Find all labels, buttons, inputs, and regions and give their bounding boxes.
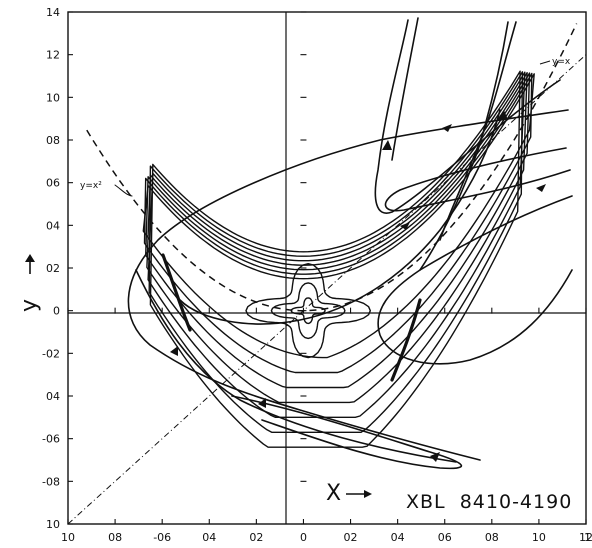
y-tick-label: -06 xyxy=(42,433,60,446)
trajectory-6 xyxy=(135,269,457,463)
y-tick-label: 12 xyxy=(46,49,60,62)
trajectory-2 xyxy=(127,109,569,461)
x-tick-label: 02 xyxy=(249,531,263,544)
y-tick-label: 04 xyxy=(46,219,60,232)
x-tick-labels: 10 08 -06 04 02 0 02 04 06 08 10 12 xyxy=(61,531,592,544)
arrow-marker xyxy=(170,346,178,356)
contour-lines xyxy=(142,70,535,448)
x-axis-title: X xyxy=(326,481,341,506)
y-tick-label: 06 xyxy=(46,177,60,190)
trajectory-arrows xyxy=(170,110,546,462)
y-tick-label: 0 xyxy=(53,305,60,318)
caustic-left xyxy=(161,253,192,332)
trajectory-4 xyxy=(377,195,573,365)
x-tick-label: 04 xyxy=(391,531,405,544)
arrow-marker xyxy=(430,452,440,462)
trajectory-1 xyxy=(374,19,561,214)
trajectory-7 xyxy=(231,395,463,470)
arrow-marker xyxy=(382,140,392,150)
star-contour xyxy=(245,263,371,359)
x-tick-marks xyxy=(67,307,587,524)
caustic-right xyxy=(390,298,422,382)
x-edge-tick-label: 1 xyxy=(584,531,591,544)
trajectory-5 xyxy=(179,109,501,325)
arrow-marker xyxy=(536,184,546,192)
x-tick-label: -06 xyxy=(153,531,171,544)
diagonal-label: y=x xyxy=(552,57,571,67)
contour-line xyxy=(142,73,535,359)
arrow-marker xyxy=(498,110,508,120)
parabola-y-equals-x-squared xyxy=(86,23,578,312)
x-tick-label: 08 xyxy=(108,531,122,544)
trajectory-10 xyxy=(391,17,419,161)
x-tick-label: 02 xyxy=(344,531,358,544)
arrow-marker xyxy=(400,222,410,230)
x-tick-label: 0 xyxy=(300,531,307,544)
y-tick-label: -08 xyxy=(42,475,60,488)
x-tick-label: 10 xyxy=(532,531,546,544)
arrow-marker xyxy=(258,398,266,408)
y-tick-label: 02 xyxy=(46,262,60,275)
y-tick-label: 10 xyxy=(46,91,60,104)
trajectories xyxy=(127,17,573,470)
x-tick-label: 12 xyxy=(579,531,592,544)
contour-line xyxy=(147,71,526,418)
y-tick-label: -02 xyxy=(42,347,60,360)
y-tick-label: 04 xyxy=(46,390,60,403)
figure-reference-code: XBL 8410-4190 xyxy=(406,491,572,513)
y-tick-label: 14 xyxy=(46,6,60,19)
x-tick-label: 08 xyxy=(485,531,499,544)
y-tick-marks xyxy=(68,11,307,525)
y-tick-label: 10 xyxy=(46,518,60,531)
arrow-marker xyxy=(442,124,452,132)
y-tick-labels: 14 12 10 08 06 04 02 0 -02 04 -06 -08 10 xyxy=(42,6,60,531)
parabola-label: y=x² xyxy=(80,181,102,191)
contour-line xyxy=(143,72,533,374)
trajectory-8 xyxy=(439,21,517,241)
x-tick-label: 10 xyxy=(61,531,75,544)
trajectory-9 xyxy=(419,21,509,271)
y-tick-label: 08 xyxy=(46,134,60,147)
contour-line xyxy=(149,70,521,448)
contour-line xyxy=(145,72,531,389)
contour-line xyxy=(148,71,524,433)
y-axis-arrow xyxy=(25,254,35,274)
diagonal-label-pointer xyxy=(539,60,551,65)
trajectory-3 xyxy=(384,147,571,212)
star-contour xyxy=(270,282,346,340)
x-tick-label: 06 xyxy=(438,531,452,544)
x-tick-label: 04 xyxy=(202,531,216,544)
y-axis-title: y xyxy=(17,299,42,312)
x-arrow-head xyxy=(364,490,372,498)
y-arrow-head xyxy=(25,254,35,262)
contour-line xyxy=(146,72,528,404)
parabola-label-pointer xyxy=(114,184,133,197)
x-axis-arrow xyxy=(346,490,372,498)
